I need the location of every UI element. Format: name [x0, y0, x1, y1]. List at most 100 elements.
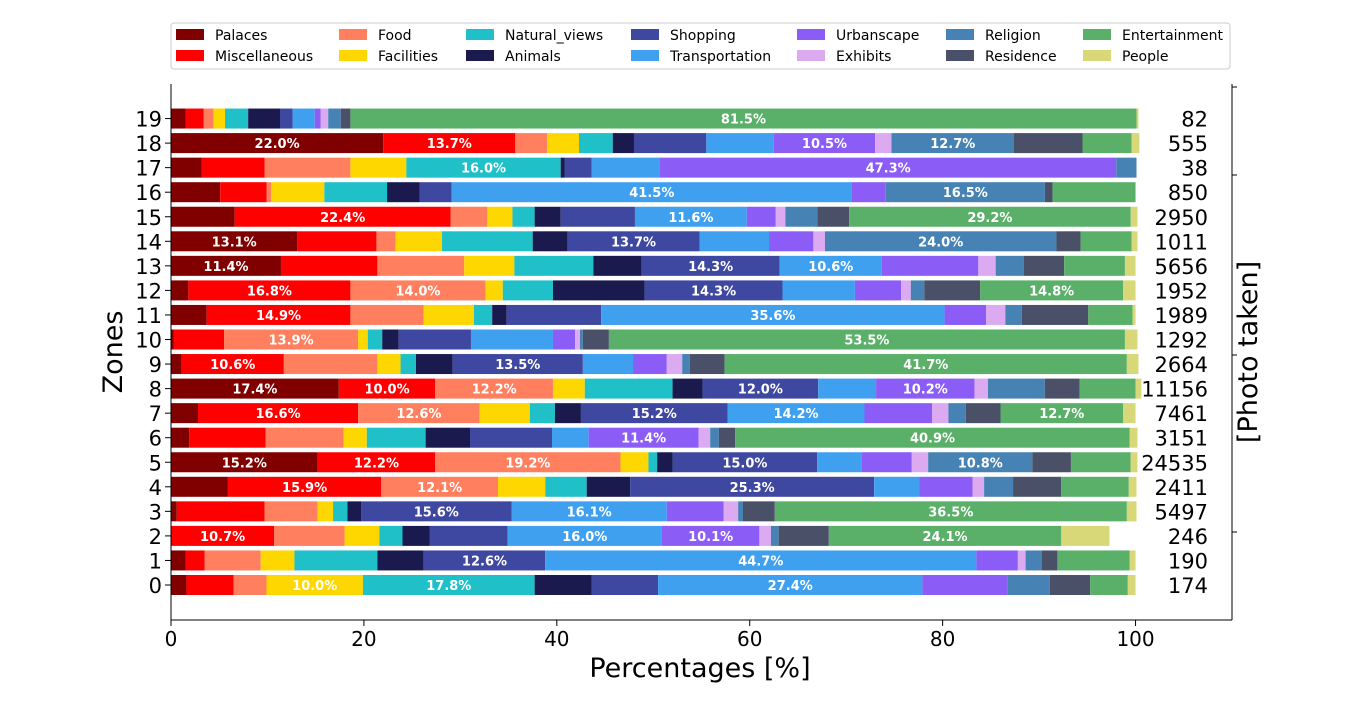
- bar-segment: [435, 452, 621, 473]
- bar-segment: [381, 476, 498, 497]
- bar-segment: [377, 550, 424, 571]
- bar-segment: [551, 427, 589, 448]
- bar-segment: [1041, 550, 1058, 571]
- y-tick-label: 14: [135, 230, 162, 254]
- bar-segment: [965, 403, 1001, 424]
- bar-segment: [881, 255, 979, 276]
- bar-segment: [377, 354, 401, 375]
- count-label: 555: [1168, 132, 1208, 156]
- data-label: 10.6%: [808, 260, 853, 275]
- bar-segment: [314, 108, 321, 129]
- bar-segment: [818, 378, 877, 399]
- bar-segment: [347, 501, 362, 522]
- bar-segment: [442, 231, 533, 252]
- legend-swatch: [466, 29, 494, 40]
- legend-label: Residence: [985, 49, 1057, 65]
- bar-segment: [171, 108, 186, 129]
- bar-segment: [586, 476, 631, 497]
- bar-segment: [579, 133, 613, 154]
- bar-segment: [588, 427, 699, 448]
- bar-segment: [398, 329, 471, 350]
- axes: 0 20 40 60 80 100 0 174 1 190 2 246 3 5497 4 2411 5 24535…: [135, 84, 1237, 651]
- legend-swatch: [797, 50, 825, 61]
- bar-segment: [266, 575, 363, 595]
- bar-segment: [1023, 255, 1065, 276]
- data-label: 47.3%: [866, 162, 911, 177]
- data-label: 27.4%: [768, 579, 813, 594]
- legend-swatch: [946, 29, 974, 40]
- bar-segment: [176, 501, 265, 522]
- bar-segment: [735, 427, 1130, 448]
- bar-segment: [344, 525, 380, 546]
- bar-segment: [769, 231, 814, 252]
- bar-segment: [770, 525, 779, 546]
- bar-segment: [188, 280, 351, 301]
- count-label: 850: [1168, 181, 1208, 205]
- bar-segment: [672, 452, 818, 473]
- y-tick-label: 10: [135, 329, 162, 353]
- bar-segment: [185, 108, 204, 129]
- data-label: 81.5%: [721, 113, 766, 128]
- data-label: 12.2%: [354, 456, 399, 471]
- y-tick-label: 9: [149, 353, 162, 377]
- bar-segment: [1017, 550, 1026, 571]
- data-label: 12.0%: [738, 383, 783, 398]
- bar-segment: [657, 452, 673, 473]
- bar-segment: [582, 329, 609, 350]
- data-label: 10.6%: [210, 358, 255, 373]
- legend-swatch: [466, 50, 494, 61]
- legend-swatch: [631, 50, 659, 61]
- bar-segment: [171, 476, 228, 497]
- bar-segment: [534, 575, 592, 595]
- bar-segment: [924, 280, 981, 301]
- bar-segment: [567, 231, 700, 252]
- bar-segment: [1130, 452, 1138, 473]
- bar-segment: [406, 157, 561, 178]
- bar-segment: [383, 133, 516, 154]
- data-label: 11.4%: [621, 432, 666, 447]
- data-label: 22.4%: [320, 211, 365, 226]
- bar-segment: [633, 354, 667, 375]
- bar-segment: [173, 329, 225, 350]
- bar-segment: [338, 378, 436, 399]
- bar-segment: [377, 255, 465, 276]
- legend-label: Transportation: [669, 49, 771, 65]
- count-label: 82: [1181, 108, 1208, 132]
- bar-segment: [658, 575, 923, 595]
- bar-segment: [186, 575, 234, 595]
- data-label: 12.1%: [417, 481, 462, 496]
- bar-segment: [507, 525, 662, 546]
- bar-segment: [225, 108, 249, 129]
- y-tick-label: 12: [135, 279, 162, 303]
- data-label: 10.5%: [802, 137, 847, 152]
- count-label: 3151: [1155, 427, 1208, 451]
- y-tick-label: 0: [149, 574, 162, 598]
- bar-segment: [545, 550, 977, 571]
- legend-swatch: [631, 29, 659, 40]
- bar-segment: [387, 182, 420, 203]
- legend-label: Palaces: [215, 28, 267, 44]
- bar-segment: [470, 329, 553, 350]
- bar-segment: [395, 231, 443, 252]
- bar-segment: [601, 304, 945, 325]
- bar-segment: [470, 427, 552, 448]
- bar-segment: [699, 231, 770, 252]
- bar-segment: [980, 280, 1124, 301]
- data-label: 16.0%: [562, 530, 607, 545]
- bar-segment: [534, 206, 561, 227]
- bar-segment: [171, 157, 202, 178]
- bar-segment: [320, 108, 329, 129]
- bar-segment: [1056, 231, 1081, 252]
- bar-segment: [723, 501, 739, 522]
- bar-segment: [1057, 550, 1130, 571]
- bar-segment: [181, 354, 284, 375]
- bar-segment: [620, 452, 649, 473]
- count-label: 24535: [1141, 451, 1208, 475]
- bar-segment: [759, 525, 771, 546]
- bars: [171, 108, 1142, 595]
- count-label: 1952: [1155, 279, 1208, 303]
- bar-segment: [367, 329, 383, 350]
- bar-segment: [206, 304, 351, 325]
- bar-segment: [1032, 452, 1071, 473]
- data-label: 19.2%: [505, 456, 550, 471]
